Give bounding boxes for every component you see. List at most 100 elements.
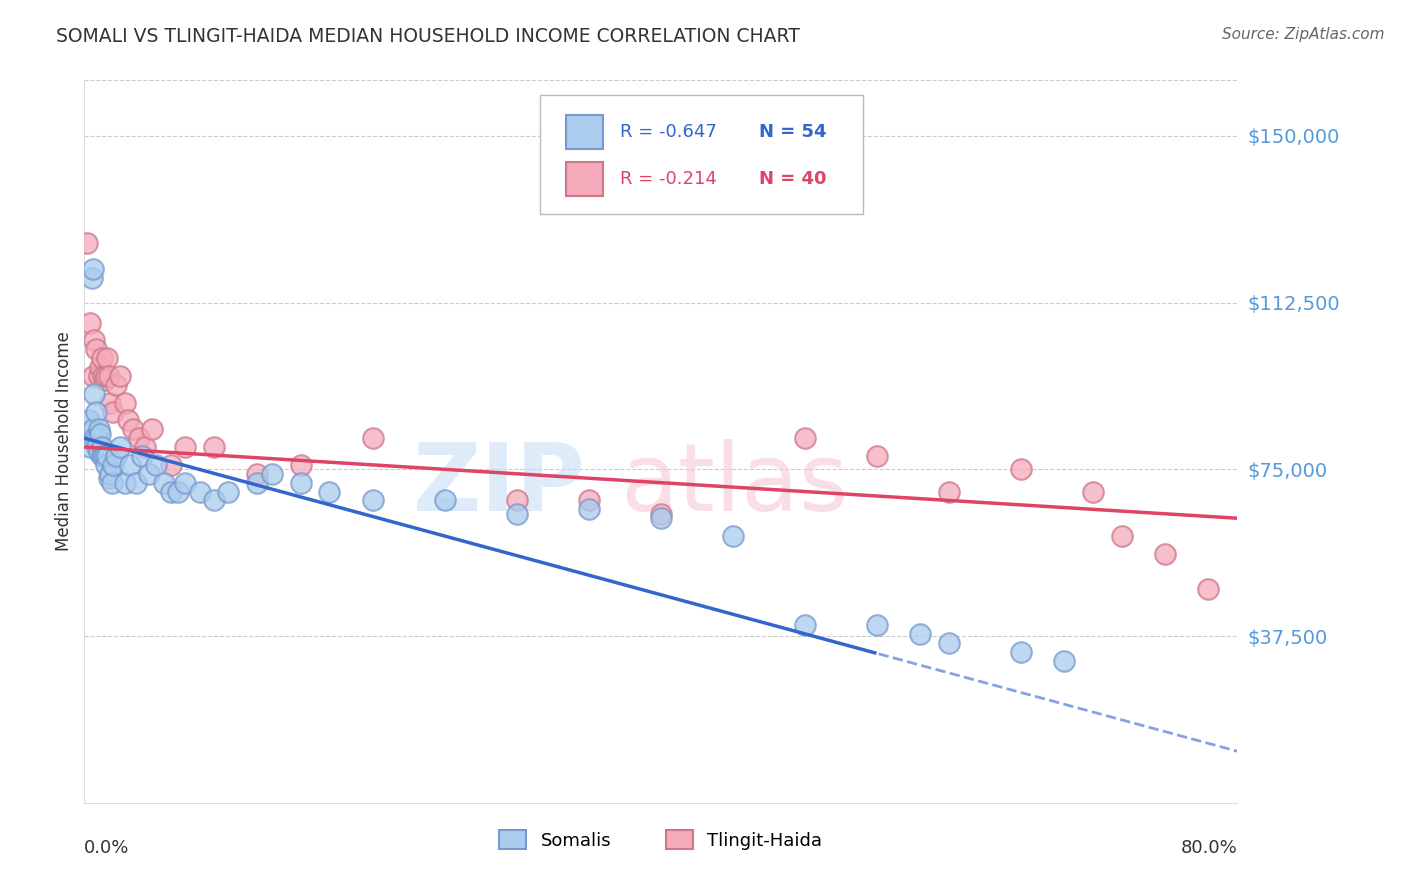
Point (117, 413, 139, 427)
Point (87, 422, 110, 436)
Point (96, 351, 118, 366)
Point (1154, 547, 1177, 561)
Point (90, 449, 112, 463)
Point (650, 511, 672, 525)
Point (91, 449, 114, 463)
Point (1010, 462, 1032, 476)
Point (866, 449, 889, 463)
Point (361, 431, 384, 445)
FancyBboxPatch shape (567, 114, 603, 149)
Point (97, 368, 120, 383)
Point (80, 271, 103, 285)
Point (578, 502, 600, 516)
Point (218, 484, 240, 499)
Point (82, 262, 104, 277)
Point (174, 440, 197, 454)
Point (202, 493, 225, 508)
Text: atlas: atlas (620, 439, 849, 531)
Point (105, 449, 128, 463)
Point (96, 449, 118, 463)
FancyBboxPatch shape (540, 95, 863, 214)
Text: ZIP: ZIP (413, 439, 586, 531)
Point (290, 475, 312, 490)
FancyBboxPatch shape (567, 161, 603, 196)
Point (105, 377, 128, 392)
Point (84, 343, 107, 357)
Point (1053, 653, 1076, 667)
Point (1111, 529, 1133, 543)
Point (246, 475, 269, 490)
Point (128, 431, 150, 445)
Point (794, 618, 817, 632)
Point (86, 431, 108, 445)
Point (246, 467, 269, 481)
Point (87, 368, 110, 383)
Point (125, 475, 148, 490)
Text: N = 54: N = 54 (759, 123, 827, 141)
Point (76, 235, 98, 250)
Text: N = 40: N = 40 (759, 170, 827, 188)
Point (89, 360, 111, 375)
Point (145, 458, 167, 472)
Point (82, 368, 104, 383)
Point (83, 431, 105, 445)
Point (202, 440, 225, 454)
Point (160, 484, 183, 499)
Point (84, 404, 107, 418)
Text: SOMALI VS TLINGIT-HAIDA MEDIAN HOUSEHOLD INCOME CORRELATION CHART: SOMALI VS TLINGIT-HAIDA MEDIAN HOUSEHOLD… (56, 27, 800, 45)
Point (103, 404, 124, 418)
Point (98, 395, 121, 409)
Point (1083, 484, 1105, 499)
Point (167, 484, 190, 499)
Point (103, 458, 124, 472)
Point (721, 529, 744, 543)
Point (86, 440, 108, 454)
Point (90, 440, 112, 454)
Point (910, 627, 932, 641)
Point (77, 413, 100, 427)
Text: R = -0.647: R = -0.647 (620, 123, 717, 141)
Point (174, 475, 197, 490)
Point (141, 422, 163, 436)
Point (122, 422, 145, 436)
Point (114, 475, 136, 490)
Point (138, 467, 160, 481)
Point (79, 440, 101, 454)
Text: 80.0%: 80.0% (1181, 838, 1237, 857)
Point (100, 475, 122, 490)
Point (98, 467, 121, 481)
Point (131, 449, 153, 463)
Point (134, 440, 156, 454)
Point (79, 316, 101, 330)
Point (93, 449, 115, 463)
Point (578, 493, 600, 508)
Point (97, 471, 120, 485)
Text: Source: ZipAtlas.com: Source: ZipAtlas.com (1222, 27, 1385, 42)
Point (90, 351, 112, 366)
Point (110, 440, 132, 454)
Point (506, 493, 529, 508)
Point (938, 484, 960, 499)
Point (318, 484, 340, 499)
Point (87, 444, 110, 458)
Legend: Somalis, Tlingit-Haida: Somalis, Tlingit-Haida (491, 822, 831, 859)
Point (361, 493, 384, 508)
Point (650, 507, 672, 521)
Point (290, 458, 312, 472)
Point (160, 458, 183, 472)
Text: 0.0%: 0.0% (84, 838, 129, 857)
Point (89, 426, 111, 441)
Point (794, 431, 817, 445)
Point (83, 334, 105, 348)
Point (82, 422, 104, 436)
Point (433, 493, 456, 508)
Point (94, 368, 117, 383)
Point (83, 386, 105, 401)
Point (1198, 582, 1220, 597)
Point (1010, 645, 1032, 659)
Point (91, 368, 114, 383)
Point (114, 395, 136, 409)
Point (93, 373, 115, 387)
Point (866, 618, 889, 632)
Text: R = -0.214: R = -0.214 (620, 170, 717, 188)
